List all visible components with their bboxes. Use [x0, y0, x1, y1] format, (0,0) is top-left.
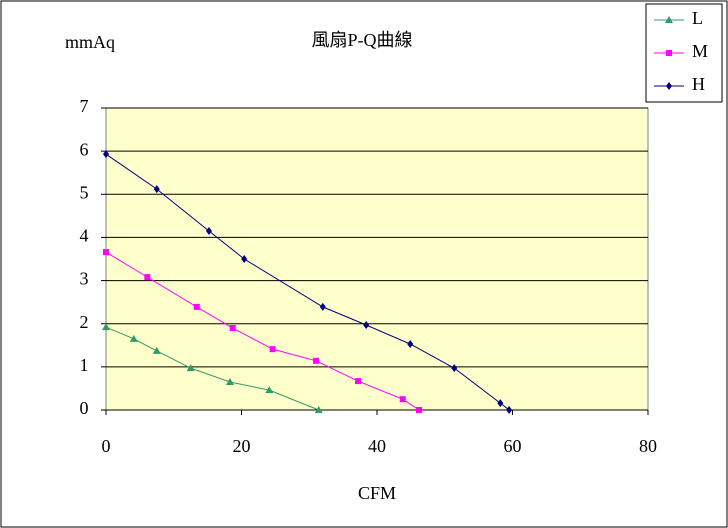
data-point: [407, 339, 414, 348]
data-point: [225, 377, 234, 385]
data-point: [102, 323, 110, 331]
data-point: [497, 399, 504, 408]
data-point: [313, 357, 320, 364]
data-point: [506, 406, 513, 414]
data-point: [186, 364, 195, 372]
data-point: [103, 249, 109, 256]
series-line: [105, 153, 510, 411]
y-tick-label: 6: [80, 139, 89, 159]
x-tick-label: 20: [233, 436, 251, 456]
x-tick-label: 80: [639, 436, 657, 456]
y-tick-label: 2: [80, 312, 89, 332]
plot-area: [105, 107, 649, 411]
x-tick-label: 60: [504, 436, 522, 456]
legend-marker: [666, 82, 672, 90]
data-point: [153, 185, 160, 194]
data-point: [193, 303, 200, 310]
y-tick-label: 7: [80, 96, 89, 116]
data-point: [355, 378, 362, 385]
x-axis-label: CFM: [358, 483, 396, 503]
legend-marker: [666, 50, 672, 56]
data-point: [103, 150, 109, 159]
y-tick-label: 5: [80, 182, 89, 202]
data-point: [241, 255, 248, 263]
legend-marker: [665, 16, 673, 23]
data-point: [314, 406, 323, 413]
data-point: [205, 226, 212, 235]
data-point: [144, 274, 151, 281]
data-point: [152, 346, 161, 354]
data-point: [129, 334, 138, 342]
y-tick-label: 3: [80, 269, 89, 289]
data-point: [269, 346, 276, 353]
x-tick-label: 40: [368, 436, 386, 456]
data-point: [363, 321, 370, 330]
legend-label: M: [692, 41, 708, 61]
x-tick-label: 0: [102, 436, 111, 456]
legend-label: L: [692, 8, 703, 28]
y-tick-label: 1: [80, 355, 89, 375]
data-point: [416, 407, 423, 413]
y-tick-label: 0: [80, 398, 89, 418]
legend-label: H: [692, 74, 705, 94]
data-point: [319, 302, 326, 311]
chart-title: 風扇P-Q曲線: [311, 30, 412, 50]
y-tick-label: 4: [80, 226, 89, 246]
data-point: [229, 325, 236, 332]
data-point: [451, 364, 458, 373]
y-axis-label: mmAq: [65, 32, 115, 52]
data-point: [399, 396, 406, 403]
data-point: [265, 386, 274, 394]
